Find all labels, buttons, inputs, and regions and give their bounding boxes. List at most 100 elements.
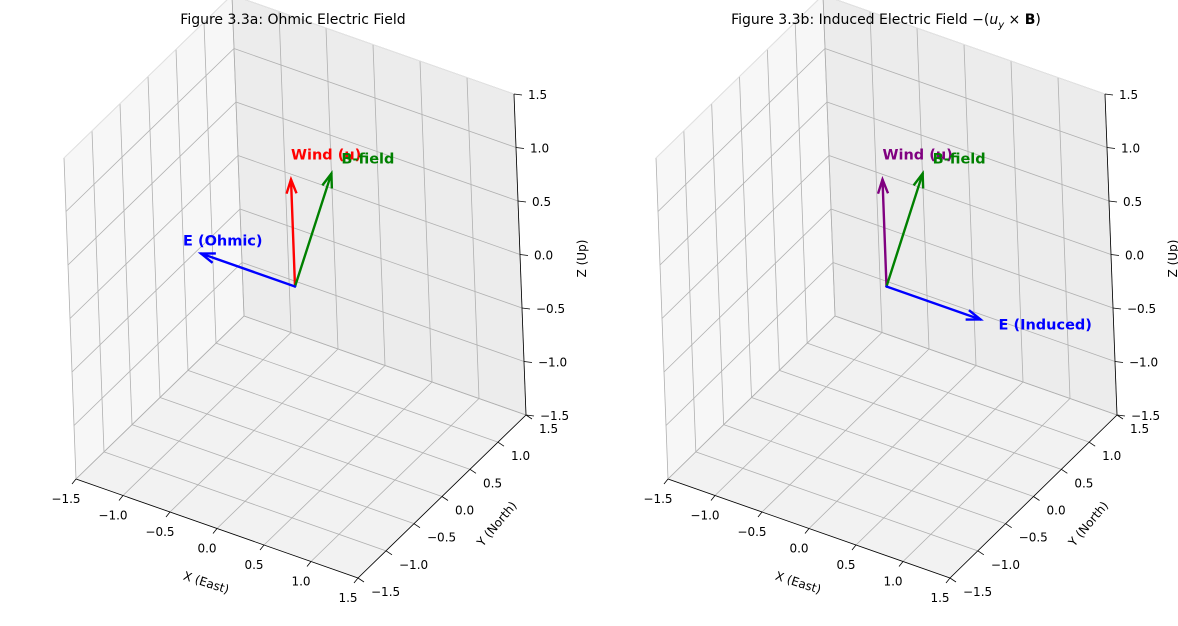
y-tick [385,550,393,556]
x-tick-label: 0.0 [789,542,808,556]
z-tick [521,307,531,310]
vector-b-field-shaft [293,172,333,288]
x-tick [898,561,904,567]
gridline [233,48,517,148]
x-tick [165,511,171,518]
y-tick-label: −1.5 [963,585,992,599]
gridline [215,342,499,443]
x-tick-label: 0.5 [244,558,263,572]
title-part-times: × [1004,12,1025,28]
vector-b-field-label: B-field [341,152,394,168]
z-tick-label: −1.0 [538,356,567,370]
vector-wind-u-head [876,175,890,195]
gridline [243,315,527,416]
x-tick [212,528,218,534]
y-tick [497,441,505,447]
z-tick-label: −1.5 [1131,409,1160,423]
pane-edge [655,0,819,159]
y-tick [949,577,957,583]
x-axis-label: X (East) [182,569,231,597]
gridline [231,0,245,317]
y-tick-label: −1.0 [399,558,428,572]
z-tick-label: 1.5 [528,88,547,102]
title-part-sub: y [997,20,1005,31]
x-tick [71,478,77,485]
vector-wind-u-shaft [289,178,297,288]
z-tick-label: −1.5 [540,409,569,423]
vector-b-field-shaft [885,172,924,288]
x-tick-label: −1.5 [51,492,80,506]
chart-title: Figure 3.3b: Induced Electric Field −(uy… [731,12,1041,31]
x-tick-label: 1.0 [883,575,902,589]
vector-wind-u-shaft [881,178,888,288]
x-tick-label: −1.5 [643,492,672,506]
vector-e-ohmic-shaft [199,252,297,288]
y-tick-label: 1.5 [1130,422,1149,436]
x-axis-label: X (East) [774,569,823,597]
pane-edge [245,0,515,95]
z-tick-label: 1.0 [530,142,549,156]
x-tick [851,544,857,551]
gridline [822,0,836,317]
y-tick [1061,469,1068,474]
y-tick [977,550,985,556]
title-part-minus: − [972,12,984,28]
vector-b-field-head [912,170,925,189]
title-part-close: ) [1035,12,1040,28]
plot-ohmic-field: −1.5 −1.5 −1.5 −1.0 −1.0 −1.0 −0.5 −0.5 −0.5 0.0 0… [51,0,589,605]
vector-wind-u-label: Wind (u) [883,148,953,164]
chart-title: Figure 3.3a: Ohmic Electric Field [180,12,405,28]
z-tick-label: 0.5 [532,195,551,209]
z-axis-label: Z (Up) [1166,240,1178,278]
y-tick-label: 0.0 [455,504,474,518]
x-tick-label: −0.5 [145,525,174,539]
x-tick-label: 1.5 [338,591,357,605]
y-tick-label: 0.5 [1074,476,1093,490]
y-tick-label: 1.0 [511,449,530,463]
z-axis-label: Z (Up) [575,240,589,278]
pane-edge [63,0,228,159]
vector-e-induced-head [965,309,984,321]
x-tick [306,561,312,567]
vector-e-ohmic-head [197,252,216,264]
z-tick [1112,307,1122,310]
z-tick [515,147,525,149]
y-tick-label: 0.0 [1047,504,1066,518]
y-tick [441,496,449,501]
y-tick [1033,496,1040,501]
z-tick [1108,200,1118,203]
z-tick [517,200,527,203]
y-tick [469,469,477,474]
x-tick-label: 1.5 [930,591,949,605]
vector-e-induced-label: E (Induced) [999,318,1092,334]
y-axis-label: Y (North) [474,499,520,550]
y-tick [1005,523,1012,528]
y-tick-label: 1.5 [539,422,558,436]
x-tick-label: 0.5 [836,558,855,572]
z-tick-label: −0.5 [536,302,565,316]
gridline [824,48,1108,148]
y-tick-label: 0.5 [483,476,502,490]
vector-b-field-label: B-field [933,152,986,168]
z-tick-label: 0.0 [534,249,553,263]
x-tick-label: 0.0 [197,542,216,556]
z-tick-label: 0.5 [1123,195,1142,209]
x-tick-label: −1.0 [98,509,127,523]
title-part-open: ( [984,12,989,28]
z-tick [523,361,533,363]
x-tick-label: −0.5 [737,525,766,539]
y-axis-label: Y (North) [1065,499,1111,550]
y-tick [413,523,421,528]
z-tick [519,254,529,256]
z-tick-label: 1.0 [1121,142,1140,156]
z-tick [1116,414,1126,417]
z-tick-label: 1.5 [1119,88,1138,102]
x-tick-label: −1.0 [690,509,719,523]
vector-e-induced-shaft [885,285,982,321]
x-tick [353,577,359,584]
z-tick [1110,254,1120,256]
vector-e-ohmic-label: E (Ohmic) [183,234,263,250]
plot-induced-field: −1.5−1.5−1.5−1.0−1.0−1.0−0.5 −0.5−0.50.00… [643,0,1178,605]
x-tick [118,495,124,501]
